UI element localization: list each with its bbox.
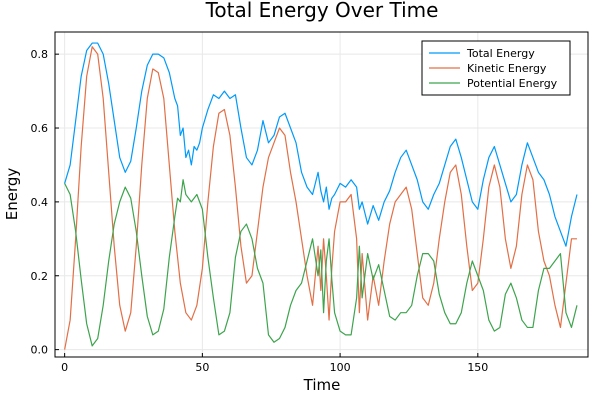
kinetic-energy-line <box>64 46 577 350</box>
y-tick-label: 0.0 <box>31 344 49 357</box>
legend: Total Energy Kinetic Energy Potential Ener… <box>421 40 571 96</box>
legend-label-kinetic-energy: Kinetic Energy <box>467 62 547 75</box>
x-tick-label: 50 <box>195 361 209 374</box>
plot-frame <box>54 31 589 358</box>
x-tick-label: 100 <box>330 361 351 374</box>
series-layer <box>64 42 578 350</box>
chart-title: Total Energy Over Time <box>205 0 439 22</box>
legend-label-potential-energy: Potential Energy <box>467 77 558 90</box>
x-axis-label: Time <box>303 376 341 394</box>
y-tick-label: 0.4 <box>31 196 49 209</box>
potential-energy-line <box>64 179 578 347</box>
x-tick-label: 150 <box>467 361 488 374</box>
tick-layer: 0 50 100 150 0.0 0.2 0.4 0.6 0.8 <box>31 48 489 374</box>
y-axis-label: Energy <box>3 168 21 221</box>
y-tick-label: 0.8 <box>31 48 49 61</box>
x-tick-label: 0 <box>61 361 68 374</box>
y-tick-label: 0.2 <box>31 270 49 283</box>
legend-label-total-energy: Total Energy <box>466 47 535 60</box>
y-tick-label: 0.6 <box>31 122 49 135</box>
total-energy-line <box>64 42 578 247</box>
